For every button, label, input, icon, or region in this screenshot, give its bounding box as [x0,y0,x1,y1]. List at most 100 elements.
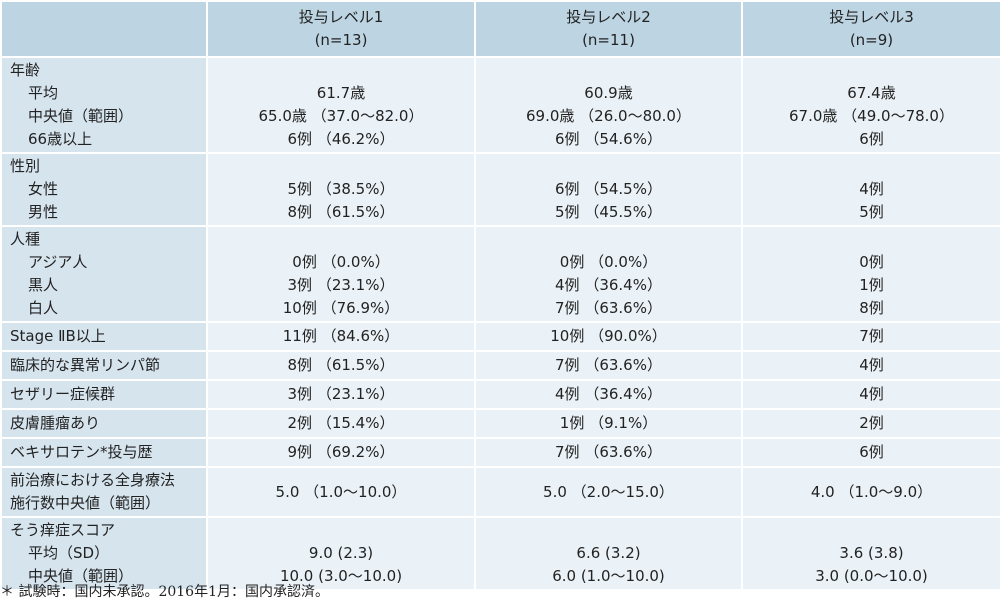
race-values-level-2: 0例 （0.0%） 4例 （36.4%） 7例 （63.6%） [474,225,743,323]
row-label-sezary: セザリー症候群 [0,379,208,410]
row-label-skin-tumor: 皮膚腫瘤あり [0,408,208,439]
row-label-age: 年齢 平均 中央値（範囲） 66歳以上 [0,56,208,154]
pruritus-values-level-3: 3.6 (3.8) 3.0 (0.0〜10.0) [741,516,1000,591]
header-n: (n=11) [582,31,635,49]
table-row-sezary: セザリー症候群 3例 （23.1%） 4例 （36.4%） 4例 [0,379,1000,410]
cell-value: 4例 [741,379,1000,410]
cell-value: 6例 （54.5%） [555,180,662,198]
cell-value: 7例 （63.6%） [474,437,743,468]
cell-value: 4例 [741,350,1000,381]
cell-value: 4例 （36.4%） [555,276,662,294]
cell-value: 6例 [741,437,1000,468]
header-title: 投与レベル3 [829,8,914,26]
cell-value: 10例 （90.0%） [474,321,743,352]
header-n: (n=13) [314,31,368,49]
cell-value: 2例 [741,408,1000,439]
table-row-sex: 性別 女性 男性 5例 （38.5%） 8例 （61.5%） 6例 （54.5%… [0,152,1000,227]
row-label-stage: Stage ⅡB以上 [0,321,208,352]
cell-value: 6例 （54.6%） [555,130,662,148]
cell-value: 60.9歳 [584,84,633,102]
cell-value: 4例 [859,180,884,198]
cell-value: 2例 （15.4%） [206,408,476,439]
age-values-level-3: 67.4歳 67.0歳 （49.0〜78.0） 6例 [741,56,1000,154]
cell-value: 5例 （45.5%） [555,203,662,221]
sub-label: 66歳以上 [28,130,93,148]
table-row-stage: Stage ⅡB以上 11例 （84.6%） 10例 （90.0%） 7例 [0,321,1000,352]
cell-value: 61.7歳 [316,84,366,102]
cell-value: 1例 [859,276,884,294]
cell-value: 7例 （63.6%） [474,350,743,381]
race-values-level-1: 0例 （0.0%） 3例 （23.1%） 10例 （76.9%） [206,225,476,323]
cell-value: 67.4歳 [847,84,896,102]
header-title: 投与レベル1 [298,8,384,26]
race-values-level-3: 0例 1例 8例 [741,225,1000,323]
table-row-skin-tumor: 皮膚腫瘤あり 2例 （15.4%） 1例 （9.1%） 2例 [0,408,1000,439]
cell-value: 6例 （46.2%） [287,130,395,148]
baseline-characteristics-table: 投与レベル1 (n=13) 投与レベル2 (n=11) 投与レベル3 (n=9)… [0,0,1000,591]
cell-value: 0例 （0.0%） [292,253,390,271]
cell-value: 10.0 (3.0〜10.0) [279,567,403,585]
age-values-level-1: 61.7歳 65.0歳 （37.0〜82.0） 6例 （46.2%） [206,56,476,154]
group-label: 性別 [10,157,41,175]
cell-value: 8例 （61.5%） [206,350,476,381]
cell-value: 4例 （36.4%） [474,379,743,410]
row-label-bexarotene: ベキサロテン*投与歴 [0,437,208,468]
cell-value: 3.0 (0.0〜10.0) [815,567,928,585]
cell-value: 7例 （63.6%） [555,299,662,317]
cell-value: 6.6 (3.2) [576,544,641,562]
cell-value: 7例 [741,321,1000,352]
header-title: 投与レベル2 [566,8,651,26]
sub-label: 平均（SD） [28,544,110,562]
cell-value: 5例 [859,203,884,221]
sex-values-level-3: 4例 5例 [741,152,1000,227]
age-values-level-2: 60.9歳 69.0歳 （26.0〜80.0） 6例 （54.6%） [474,56,743,154]
cell-value: 0例 （0.0%） [559,253,658,271]
cell-value: 65.0歳 （37.0〜82.0） [258,107,424,125]
cell-value: 9.0 (2.3) [308,544,374,562]
cell-value: 10例 （76.9%） [282,299,400,317]
cell-value: 3例 （23.1%） [206,379,476,410]
row-label-lymph-nodes: 臨床的な異常リンパ節 [0,350,208,381]
label-line: 施行数中央値（範囲） [10,494,161,512]
cell-value: 5.0 （2.0〜15.0） [474,466,743,518]
sub-label: 女性 [28,180,59,198]
header-corner-cell [0,0,208,58]
group-label: 年齢 [10,61,41,79]
header-row: 投与レベル1 (n=13) 投与レベル2 (n=11) 投与レベル3 (n=9) [0,0,1000,58]
sub-label: アジア人 [28,253,88,271]
row-label-sex: 性別 女性 男性 [0,152,208,227]
row-label-race: 人種 アジア人 黒人 白人 [0,225,208,323]
cell-value: 5例 （38.5%） [287,180,395,198]
cell-value: 3.6 (3.8) [839,544,904,562]
header-dose-level-3: 投与レベル3 (n=9) [741,0,1000,58]
cell-value: 11例 （84.6%） [206,321,476,352]
sub-label: 中央値（範囲） [28,567,134,585]
table-row-prior-therapy: 前治療における全身療法 施行数中央値（範囲） 5.0 （1.0〜10.0） 5.… [0,466,1000,518]
sub-label: 白人 [28,299,59,317]
cell-value: 8例 [859,299,884,317]
cell-value: 3例 （23.1%） [287,276,395,294]
row-label-pruritus: そう痒症スコア 平均（SD） 中央値（範囲） [0,516,208,591]
sub-label: 平均 [28,84,59,102]
header-dose-level-1: 投与レベル1 (n=13) [206,0,476,58]
table-row-age: 年齢 平均 中央値（範囲） 66歳以上 61.7歳 65.0歳 （37.0〜82… [0,56,1000,154]
group-label: そう痒症スコア [10,521,116,539]
row-label-prior-therapy: 前治療における全身療法 施行数中央値（範囲） [0,466,208,518]
sex-values-level-2: 6例 （54.5%） 5例 （45.5%） [474,152,743,227]
table-row-lymph-nodes: 臨床的な異常リンパ節 8例 （61.5%） 7例 （63.6%） 4例 [0,350,1000,381]
sub-label: 黒人 [28,276,59,294]
cell-value: 5.0 （1.0〜10.0） [206,466,476,518]
cell-value: 8例 （61.5%） [287,203,395,221]
cell-value: 6.0 (1.0〜10.0) [552,567,665,585]
cell-value: 67.0歳 （49.0〜78.0） [789,107,954,125]
cell-value: 69.0歳 （26.0〜80.0） [526,107,691,125]
sex-values-level-1: 5例 （38.5%） 8例 （61.5%） [206,152,476,227]
table-row-race: 人種 アジア人 黒人 白人 0例 （0.0%） 3例 （23.1%） 10例 （… [0,225,1000,323]
label-line: 前治療における全身療法 [10,471,176,489]
cell-value: 0例 [859,253,884,271]
pruritus-values-level-1: 9.0 (2.3) 10.0 (3.0〜10.0) [206,516,476,591]
sub-label: 男性 [28,203,59,221]
table-row-pruritus: そう痒症スコア 平均（SD） 中央値（範囲） 9.0 (2.3) 10.0 (3… [0,516,1000,591]
cell-value: 1例 （9.1%） [474,408,743,439]
sub-label: 中央値（範囲） [28,107,134,125]
